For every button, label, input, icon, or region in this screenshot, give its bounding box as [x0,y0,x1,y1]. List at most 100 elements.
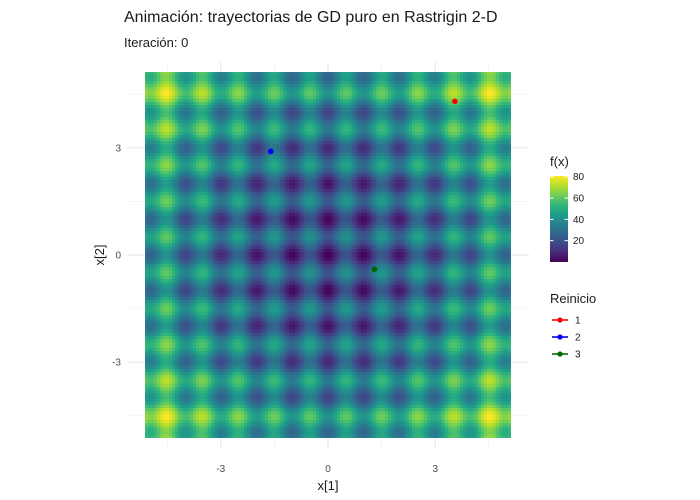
heatmap-cell [241,75,244,78]
heatmap-cell [226,78,229,81]
heatmap-cell [454,153,457,156]
heatmap-cell [370,138,373,141]
heatmap-cell [205,174,208,177]
heatmap-cell [376,96,379,99]
heatmap-cell [271,72,274,75]
heatmap-cell [508,153,511,156]
heatmap-cell [349,168,352,171]
heatmap-cell [388,180,391,183]
heatmap-cell [493,81,496,84]
heatmap-cell [481,165,484,168]
heatmap-cell [190,72,193,75]
heatmap-cell [505,87,508,90]
heatmap-cell [205,87,208,90]
heatmap-cell [367,114,370,117]
heatmap-cell [313,192,316,195]
heatmap-cell [391,171,394,174]
heatmap-cell [265,156,268,159]
heatmap-cell [373,87,376,90]
heatmap-cell [439,102,442,105]
heatmap-cell [379,78,382,81]
heatmap-cell [505,111,508,114]
heatmap-cell [406,84,409,87]
heatmap-cell [334,183,337,186]
heatmap-cell [241,78,244,81]
heatmap-cell [361,123,364,126]
heatmap-cell [415,120,418,123]
heatmap-cell [250,180,253,183]
heatmap-cell [313,111,316,114]
heatmap-cell [220,180,223,183]
heatmap-cell [151,72,154,75]
heatmap-cell [370,159,373,162]
heatmap-cell [250,183,253,186]
heatmap-cell [256,99,259,102]
heatmap-cell [295,87,298,90]
heatmap-cell [160,192,163,195]
heatmap-cell [385,81,388,84]
heatmap-cell [478,87,481,90]
heatmap-cell [304,108,307,111]
heatmap-cell [361,78,364,81]
heatmap-cell [451,189,454,192]
heatmap-cell [358,90,361,93]
heatmap-cell [241,174,244,177]
heatmap-cell [463,174,466,177]
heatmap-cell [418,93,421,96]
heatmap-cell [151,159,154,162]
heatmap-cell [403,126,406,129]
heatmap-cell [298,90,301,93]
heatmap-cell [181,162,184,165]
heatmap-cell [319,168,322,171]
heatmap-cell [499,117,502,120]
heatmap-cell [214,99,217,102]
heatmap-cell [292,123,295,126]
heatmap-cell [355,144,358,147]
heatmap-cell [481,144,484,147]
heatmap-cell [151,78,154,81]
heatmap-cell [274,168,277,171]
heatmap-cell [184,105,187,108]
heatmap-cell [280,156,283,159]
heatmap-cell [283,138,286,141]
heatmap-cell [484,168,487,171]
heatmap-cell [265,96,268,99]
heatmap-cell [283,117,286,120]
heatmap-cell [304,123,307,126]
heatmap-cell [367,162,370,165]
heatmap-cell [349,108,352,111]
heatmap-cell [229,168,232,171]
heatmap-cell [490,141,493,144]
heatmap-cell [226,102,229,105]
heatmap-cell [451,171,454,174]
heatmap-cell [250,90,253,93]
heatmap-cell [394,183,397,186]
heatmap-cell [436,165,439,168]
heatmap-cell [445,102,448,105]
heatmap-cell [151,111,154,114]
heatmap-cell [184,90,187,93]
heatmap-cell [229,189,232,192]
heatmap-cell [208,144,211,147]
heatmap-cell [400,90,403,93]
heatmap-cell [160,165,163,168]
heatmap-cell [196,141,199,144]
heatmap-cell [427,132,430,135]
heatmap-cell [226,192,229,195]
heatmap-cell [433,141,436,144]
heatmap-cell [331,84,334,87]
heatmap-cell [397,168,400,171]
heatmap-cell [307,192,310,195]
heatmap-cell [400,165,403,168]
heatmap-cell [487,147,490,150]
heatmap-cell [439,186,442,189]
heatmap-cell [508,189,511,192]
heatmap-cell [331,183,334,186]
heatmap-cell [166,132,169,135]
heatmap-cell [286,189,289,192]
heatmap-cell [427,75,430,78]
heatmap-cell [172,102,175,105]
heatmap-cell [265,84,268,87]
heatmap-cell [289,81,292,84]
heatmap-cell [469,96,472,99]
